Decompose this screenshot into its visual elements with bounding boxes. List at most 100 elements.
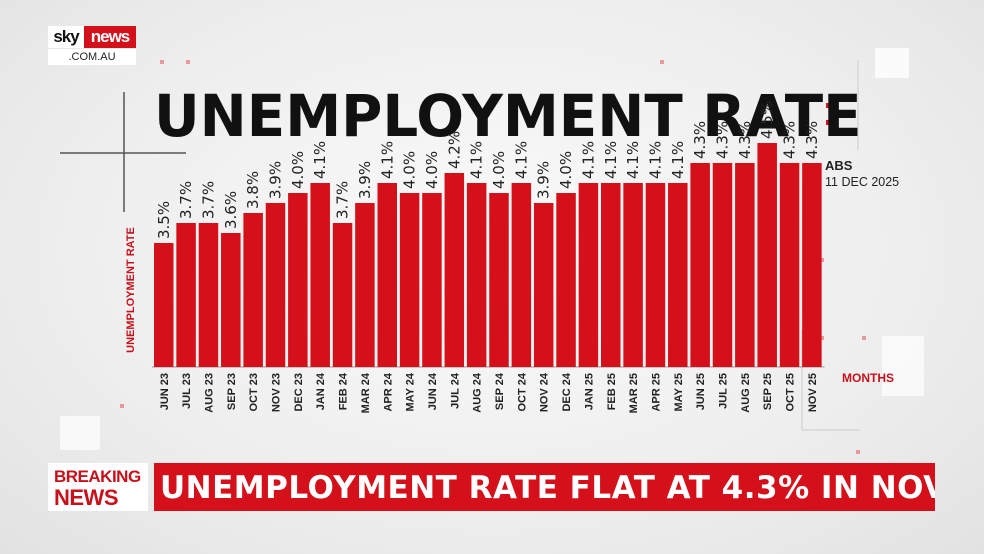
- source-date: 11 DEC 2025: [825, 175, 900, 189]
- source-name: ABS: [825, 158, 853, 173]
- data-label: 3.7%: [177, 181, 195, 219]
- bar-aug-25: [735, 163, 755, 367]
- bar-mar-25: [623, 183, 643, 367]
- bar-feb-25: [601, 183, 621, 367]
- source-block: ABS 11 DEC 2025: [825, 158, 899, 189]
- bar-nov-25: [802, 163, 822, 367]
- x-axis-label: MONTHS: [842, 371, 894, 385]
- tick-label: OCT 24: [516, 372, 528, 411]
- tick-label: DEC 23: [293, 373, 305, 412]
- tick-label: OCT 23: [248, 373, 260, 412]
- bar-dec-23: [288, 193, 308, 367]
- tick-label: MAY 24: [405, 372, 417, 411]
- breaking-news-tag: BREAKING NEWS: [48, 463, 148, 511]
- tick-label: APR 24: [382, 372, 394, 411]
- data-label: 4.3%: [691, 121, 709, 159]
- data-label: 4.2%: [445, 131, 463, 169]
- bar-jul-24: [444, 173, 465, 367]
- tick-label: JAN 25: [583, 373, 595, 410]
- tick-label: JUN 24: [427, 372, 439, 410]
- bar-sep-23: [221, 233, 241, 367]
- data-label: 3.9%: [267, 161, 285, 199]
- breaking-news-ticker: BREAKING NEWS UNEMPLOYMENT RATE FLAT AT …: [48, 463, 935, 511]
- data-label: 3.7%: [199, 181, 217, 219]
- data-label: 3.9%: [356, 161, 374, 199]
- sky-news-logo: sky news .COM.AU: [48, 26, 136, 66]
- tick-label: AUG 23: [203, 373, 215, 413]
- logo-news-text: news: [84, 26, 136, 48]
- bar-dec-24: [556, 193, 576, 367]
- data-label: 4.1%: [646, 141, 664, 179]
- data-label: 3.7%: [334, 181, 352, 219]
- data-label: 4.0%: [289, 151, 307, 189]
- bar-aug-24: [466, 183, 487, 367]
- tick-label: JUN 23: [159, 373, 171, 410]
- data-label: 4.1%: [468, 141, 486, 179]
- bar-jan-24: [310, 183, 330, 367]
- data-label: 4.1%: [579, 141, 597, 179]
- tick-label: JAN 24: [315, 372, 327, 410]
- data-label: 4.1%: [512, 141, 530, 179]
- data-label: 4.3%: [714, 121, 732, 159]
- logo-sky-text: sky: [48, 26, 84, 48]
- data-label: 3.8%: [244, 171, 262, 209]
- bar-sep-24: [489, 193, 509, 367]
- data-label: 4.0%: [401, 151, 419, 189]
- data-label: 4.1%: [669, 141, 687, 179]
- tick-label: AUG 24: [472, 372, 484, 413]
- tick-label: SEP 23: [226, 373, 238, 410]
- tick-label: JUL 24: [449, 372, 461, 409]
- bar-oct-24: [511, 183, 532, 367]
- news-label: NEWS: [54, 485, 119, 510]
- tick-label: MAR 24: [360, 372, 372, 413]
- bar-may-25: [668, 183, 688, 367]
- data-label: 4.1%: [602, 141, 620, 179]
- data-label: 4.0%: [490, 151, 508, 189]
- bar-jun-23: [154, 243, 174, 367]
- bar-aug-23: [198, 223, 219, 367]
- data-label: 4.3%: [781, 121, 799, 159]
- data-label: 4.1%: [624, 141, 642, 179]
- logo-domain-text: .COM.AU: [48, 49, 136, 65]
- data-label: 4.0%: [423, 151, 441, 189]
- data-label: 4.5%: [758, 101, 776, 139]
- data-label: 4.1%: [378, 141, 396, 179]
- bar-apr-24: [377, 183, 397, 367]
- data-label: 3.6%: [222, 191, 240, 229]
- breaking-label: BREAKING: [54, 467, 141, 486]
- bar-jul-25: [712, 163, 733, 367]
- data-label: 4.3%: [803, 121, 821, 159]
- bar-jun-25: [690, 163, 710, 367]
- tick-label: MAY 25: [673, 373, 685, 412]
- bar-may-24: [399, 193, 420, 367]
- data-label: 3.5%: [155, 201, 173, 239]
- bar-feb-24: [332, 223, 353, 367]
- tick-label: MAR 25: [628, 373, 640, 413]
- tick-label: JUL 23: [181, 373, 193, 409]
- data-label: 4.0%: [557, 151, 575, 189]
- bar-sep-25: [757, 143, 777, 367]
- tick-label: NOV 24: [539, 372, 551, 412]
- tick-label: SEP 24: [494, 372, 506, 410]
- tick-label: JUL 25: [718, 373, 730, 409]
- tick-label: DEC 24: [561, 372, 573, 411]
- tick-label: AUG 25: [740, 373, 752, 413]
- tick-label: FEB 24: [338, 372, 350, 410]
- tick-label: FEB 25: [606, 373, 618, 410]
- bar-oct-25: [779, 163, 800, 367]
- data-label: 3.9%: [535, 161, 553, 199]
- data-label: 4.3%: [736, 121, 754, 159]
- tick-label: JUN 25: [695, 373, 707, 410]
- bar-nov-23: [265, 203, 286, 367]
- bar-nov-24: [533, 203, 554, 367]
- tick-label: NOV 25: [807, 373, 819, 412]
- bar-jan-25: [578, 183, 599, 367]
- bar-mar-24: [355, 203, 375, 367]
- tick-label: SEP 25: [762, 373, 774, 410]
- bar-jun-24: [422, 193, 442, 367]
- headline-text: UNEMPLOYMENT RATE FLAT AT 4.3% IN NOV: [154, 463, 935, 511]
- data-label: 4.1%: [311, 141, 329, 179]
- bar-jul-23: [176, 223, 196, 367]
